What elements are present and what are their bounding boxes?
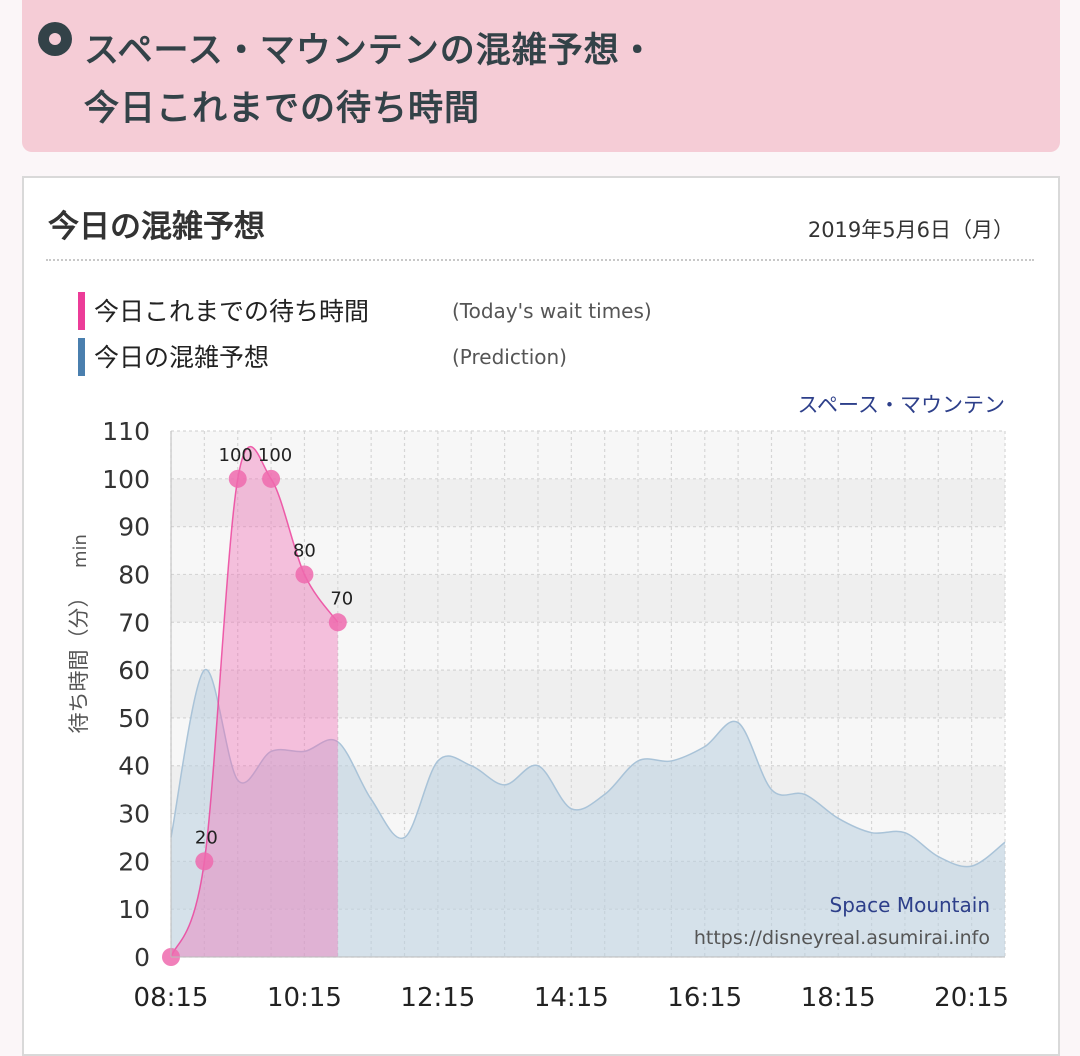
legend-label: 今日の混雑予想 <box>94 343 269 372</box>
chart-band <box>171 574 1005 623</box>
legend-label-en: (Prediction) <box>452 345 567 369</box>
today-point <box>228 469 247 488</box>
x-tick-label: 08:15 <box>134 983 209 1013</box>
attraction-name-jp: スペース・マウンテン <box>798 393 1005 417</box>
chart-band <box>171 431 1005 479</box>
page-title-line1: スペース・マウンテンの混雑予想・ <box>84 31 656 71</box>
card-date: 2019年5月6日（月） <box>807 218 1014 242</box>
y-tick-label: 50 <box>118 704 150 733</box>
y-tick-label: 110 <box>102 417 150 446</box>
attraction-name-en: Space Mountain <box>830 893 990 917</box>
prediction-area <box>171 669 1005 957</box>
chart-band <box>171 526 1005 575</box>
y-tick-label: 80 <box>118 560 150 589</box>
legend-label: 今日これまでの待ち時間 <box>94 297 369 326</box>
page-title-line2: 今日これまでの待ち時間 <box>84 89 481 129</box>
legend-label-en: (Today's wait times) <box>452 299 652 323</box>
divider <box>46 259 1034 261</box>
today-point <box>295 565 314 584</box>
y-axis-label: 待ち時間（分） <box>67 587 91 734</box>
today-point <box>195 852 214 871</box>
today-point <box>262 469 281 488</box>
source-url: https://disneyreal.asumirai.info <box>694 927 990 949</box>
y-tick-label: 0 <box>134 943 150 972</box>
legend-swatch <box>78 292 85 330</box>
x-tick-label: 14:15 <box>534 983 609 1013</box>
legend-swatch <box>78 338 85 376</box>
y-tick-label: 100 <box>102 465 150 494</box>
prediction-line <box>170 669 1006 868</box>
y-tick-label: 40 <box>118 752 150 781</box>
card-title: 今日の混雑予想 <box>48 209 265 245</box>
x-tick-label: 16:15 <box>667 983 742 1013</box>
bullet-circle-icon <box>38 22 72 56</box>
data-label: 70 <box>330 588 353 609</box>
x-tick-label: 12:15 <box>400 983 475 1013</box>
x-tick-label: 10:15 <box>267 983 342 1013</box>
x-tick-label: 18:15 <box>801 983 876 1013</box>
y-tick-label: 30 <box>118 800 150 829</box>
data-label: 100 <box>219 445 253 466</box>
data-label: 100 <box>258 445 292 466</box>
y-tick-label: 20 <box>118 847 150 876</box>
y-tick-label: 60 <box>118 656 150 685</box>
chart-band <box>171 478 1005 527</box>
x-tick-label: 20:15 <box>934 983 1009 1013</box>
data-label: 80 <box>293 540 316 561</box>
y-tick-label: 10 <box>118 895 150 924</box>
data-label: 20 <box>195 827 218 848</box>
today-point <box>328 613 347 632</box>
y-axis-unit: min <box>70 534 91 568</box>
y-tick-label: 70 <box>118 608 150 637</box>
y-tick-label: 90 <box>118 513 150 542</box>
title-banner <box>22 0 1060 152</box>
chart-band <box>171 670 1005 718</box>
y-axis-title: 待ち時間（分） min <box>67 534 91 733</box>
chart-band <box>171 622 1005 671</box>
